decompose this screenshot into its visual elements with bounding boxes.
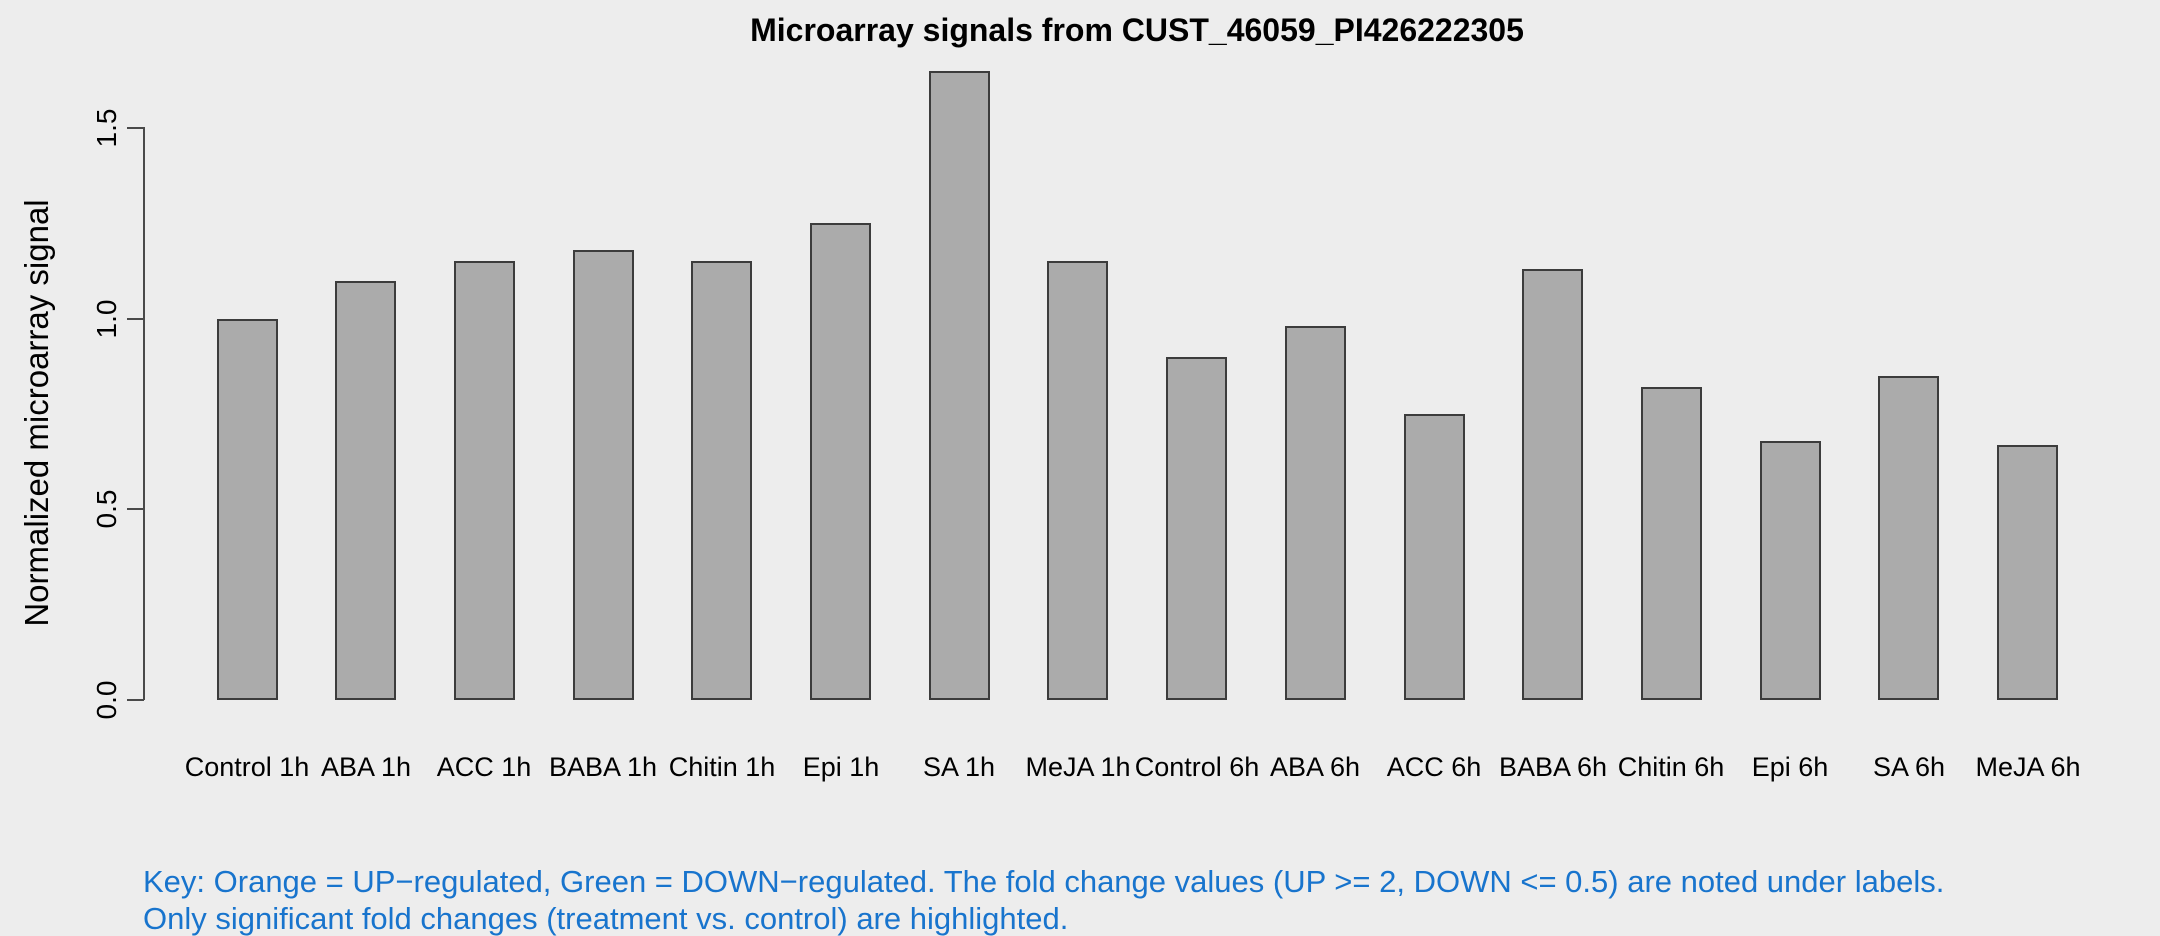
bar xyxy=(1997,445,2058,700)
x-axis-label: Chitin 1h xyxy=(668,752,776,782)
y-tick-mark xyxy=(127,127,144,129)
y-tick-label: 1.5 xyxy=(91,108,122,148)
x-axis-label: Control 6h xyxy=(1134,752,1260,782)
bar xyxy=(1166,357,1227,700)
bar xyxy=(929,71,990,700)
y-tick-mark xyxy=(127,699,144,701)
x-axis-label: MeJA 6h xyxy=(1975,752,2081,782)
x-axis-label: Epi 1h xyxy=(802,752,880,782)
bar xyxy=(1404,414,1465,700)
x-axis-label: ABA 1h xyxy=(320,752,412,782)
y-axis-label: Normalized microarray signal xyxy=(18,199,55,627)
x-axis-label: ABA 6h xyxy=(1269,752,1361,782)
bar xyxy=(1047,261,1108,700)
key-text-line1: Key: Orange = UP−regulated, Green = DOWN… xyxy=(143,864,1945,899)
x-axis-label: Control 1h xyxy=(184,752,310,782)
y-axis-line xyxy=(143,127,145,700)
y-tick-mark xyxy=(127,318,144,320)
key-text-line2: Only significant fold changes (treatment… xyxy=(143,901,1069,936)
y-tick-label: 0.5 xyxy=(91,489,122,529)
bar xyxy=(335,281,396,700)
chart-title: Microarray signals from CUST_46059_PI426… xyxy=(750,12,1524,48)
x-axis-label: ACC 6h xyxy=(1386,752,1482,782)
bar xyxy=(1641,387,1702,700)
x-axis-label: SA 1h xyxy=(922,752,996,782)
x-axis-label: BABA 6h xyxy=(1498,752,1608,782)
bar xyxy=(1522,269,1583,700)
bar xyxy=(217,319,278,700)
y-tick-label: 0.0 xyxy=(91,680,122,720)
x-axis-label: BABA 1h xyxy=(548,752,658,782)
x-axis-label: SA 6h xyxy=(1872,752,1946,782)
y-tick-label: 1.0 xyxy=(91,299,122,339)
bar xyxy=(573,250,634,700)
x-axis-label: Epi 6h xyxy=(1751,752,1829,782)
x-axis-label: ACC 1h xyxy=(436,752,532,782)
bar xyxy=(810,223,871,700)
bar xyxy=(1285,326,1346,700)
bar xyxy=(1760,441,1821,700)
bar xyxy=(454,261,515,700)
x-axis-label: Chitin 6h xyxy=(1617,752,1725,782)
bar xyxy=(1878,376,1939,700)
y-tick-mark xyxy=(127,508,144,510)
bar xyxy=(691,261,752,700)
x-axis-label: MeJA 1h xyxy=(1025,752,1131,782)
